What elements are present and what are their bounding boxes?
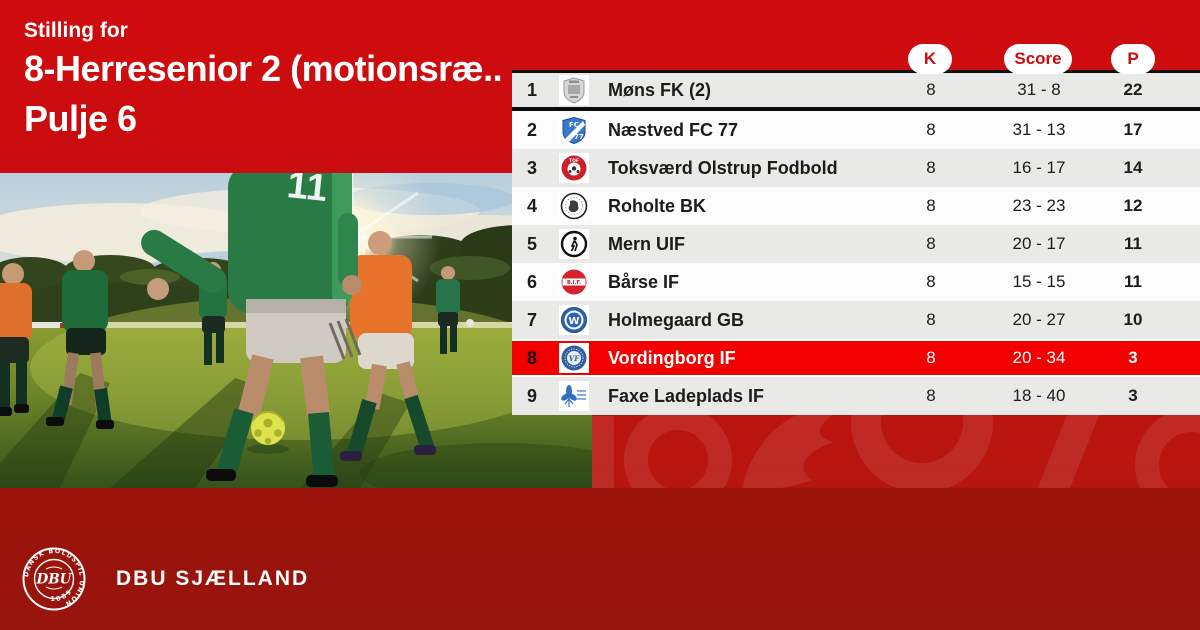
- svg-text:W: W: [568, 316, 579, 327]
- matches-played-value: 8: [926, 272, 936, 291]
- svg-text:77: 77: [574, 133, 584, 141]
- page-title: 8-Herresenior 2 (motionsræ..: [24, 48, 503, 89]
- position-cell: 1: [526, 79, 537, 100]
- club-name: Næstved FC 77: [608, 119, 739, 140]
- position-cell: 7: [526, 309, 537, 330]
- table-row: 4 Roholte BK 8 23 - 23 12: [512, 187, 1200, 225]
- column-header-score: Score: [1004, 44, 1072, 74]
- standings-table-body: 1 Møns FK (2) 8 31 - 8 22 2 FC 77 Næstved FC 77 8…: [512, 73, 1200, 415]
- header-block: Stilling for 8-Herresenior 2 (motionsræ.…: [24, 18, 510, 144]
- table-row: 7 W Holmegaard GB 8 20 - 27 10: [512, 301, 1200, 339]
- eyebrow-label: Stilling for: [24, 19, 128, 42]
- player-green-main: 11: [141, 173, 362, 487]
- matches-played-value: 8: [926, 120, 936, 139]
- footer-brand-block: DANSK BOLDSPIL UNION · 1889 · DBU DBU SJ…: [22, 547, 309, 611]
- column-header-p: P: [1111, 44, 1155, 74]
- player-orange-center: [340, 231, 436, 461]
- points-value: 11: [1124, 272, 1142, 291]
- watermark-wing-shape: [742, 410, 842, 488]
- points-value: 14: [1123, 158, 1143, 177]
- toksvaerd-crest-icon: TOF: [552, 153, 596, 183]
- table-row: 1 Møns FK (2) 8 31 - 8 22: [512, 73, 1200, 111]
- matches-played-value: 8: [926, 386, 936, 405]
- position-cell: 6: [526, 271, 537, 292]
- holmegaard-crest-icon: W: [552, 305, 596, 335]
- svg-text:11: 11: [285, 173, 329, 210]
- club-name: Holmegaard GB: [608, 309, 745, 330]
- moens-fk-crest-icon: [552, 75, 596, 105]
- svg-text:DBU: DBU: [36, 572, 73, 588]
- player-green-right: [436, 266, 460, 354]
- position-cell: 2: [526, 119, 537, 140]
- matches-played-value: 8: [926, 196, 936, 215]
- svg-text:VF: VF: [569, 354, 580, 363]
- club-name: Toksværd Olstrup Fodbold: [608, 157, 838, 178]
- football: [247, 411, 289, 454]
- mern-uif-crest-icon: [552, 229, 596, 259]
- matches-played-value: 8: [926, 348, 936, 367]
- score-value: 23 - 23: [1012, 196, 1066, 215]
- roholte-crest-icon: [552, 191, 596, 221]
- points-value: 17: [1123, 120, 1143, 139]
- score-value: 20 - 27: [1012, 310, 1066, 329]
- matches-played-value: 8: [926, 234, 936, 253]
- score-value: 18 - 40: [1012, 386, 1066, 405]
- dbu-watermark: [592, 410, 1200, 488]
- points-value: 10: [1123, 310, 1143, 329]
- vordingborg-crest-icon: VF: [552, 343, 596, 373]
- pitch-photo: 11: [0, 173, 592, 488]
- table-row: 2 FC 77 Næstved FC 77 8 31 - 13 17: [512, 111, 1200, 149]
- faxe-ladeplads-crest-icon: [552, 381, 596, 411]
- matches-played-value: 8: [926, 310, 936, 329]
- table-row: 3 TOF Toksværd Olstrup Fodbold 8 16 - 17 14: [512, 149, 1200, 187]
- matches-played-value: 8: [926, 80, 936, 99]
- brand-name: DBU SJÆLLAND: [116, 567, 310, 590]
- player-orange-left: [0, 263, 32, 416]
- score-value: 15 - 15: [1012, 272, 1066, 291]
- score-value: 20 - 34: [1012, 348, 1066, 367]
- club-name: Bårse IF: [608, 271, 680, 292]
- club-name: Møns FK (2): [608, 79, 711, 100]
- points-value: 12: [1123, 196, 1143, 215]
- club-name: Faxe Ladeplads IF: [608, 385, 765, 406]
- distant-ball: [466, 319, 474, 327]
- score-value: 31 - 8: [1017, 80, 1061, 99]
- position-cell: 9: [526, 385, 537, 406]
- player-green-left: [46, 250, 114, 429]
- club-name: Vordingborg IF: [608, 347, 736, 368]
- club-name: Mern UIF: [608, 233, 686, 254]
- club-name: Roholte BK: [608, 195, 706, 216]
- svg-text:B.I.F.: B.I.F.: [567, 280, 581, 286]
- position-cell: 8: [526, 347, 537, 368]
- table-row: 9 Faxe Ladeplads IF 8 18 - 40 3: [512, 377, 1200, 415]
- naestved-fc77-crest-icon: FC 77: [552, 115, 596, 145]
- table-row: 6 B.I.F. Bårse IF 8 15 - 15 11: [512, 263, 1200, 301]
- points-value: 11: [1124, 234, 1142, 253]
- points-value: 22: [1123, 80, 1143, 99]
- score-value: 20 - 17: [1012, 234, 1066, 253]
- matches-played-value: 8: [926, 158, 936, 177]
- dbu-crest-icon: DANSK BOLDSPIL UNION · 1889 · DBU: [22, 547, 86, 611]
- table-row: 8 VF Vordingborg IF 8 20 - 34 3: [512, 339, 1200, 377]
- points-value: 3: [1128, 386, 1138, 405]
- column-header-k: K: [908, 44, 952, 74]
- svg-text:FC: FC: [569, 121, 579, 129]
- points-value: 3: [1128, 348, 1138, 367]
- table-row: 5 Mern UIF 8 20 - 17 11: [512, 225, 1200, 263]
- score-value: 31 - 13: [1012, 120, 1066, 139]
- baarse-if-crest-icon: B.I.F.: [552, 267, 596, 297]
- page-subtitle: Pulje 6: [24, 98, 137, 139]
- position-cell: 5: [526, 233, 537, 254]
- svg-text:TOF: TOF: [569, 158, 579, 164]
- score-value: 16 - 17: [1012, 158, 1066, 177]
- standings-table: 1 Møns FK (2) 8 31 - 8 22 2 FC 77 Næstved FC 77 8…: [512, 70, 1200, 415]
- position-cell: 3: [526, 157, 537, 178]
- position-cell: 4: [526, 195, 537, 216]
